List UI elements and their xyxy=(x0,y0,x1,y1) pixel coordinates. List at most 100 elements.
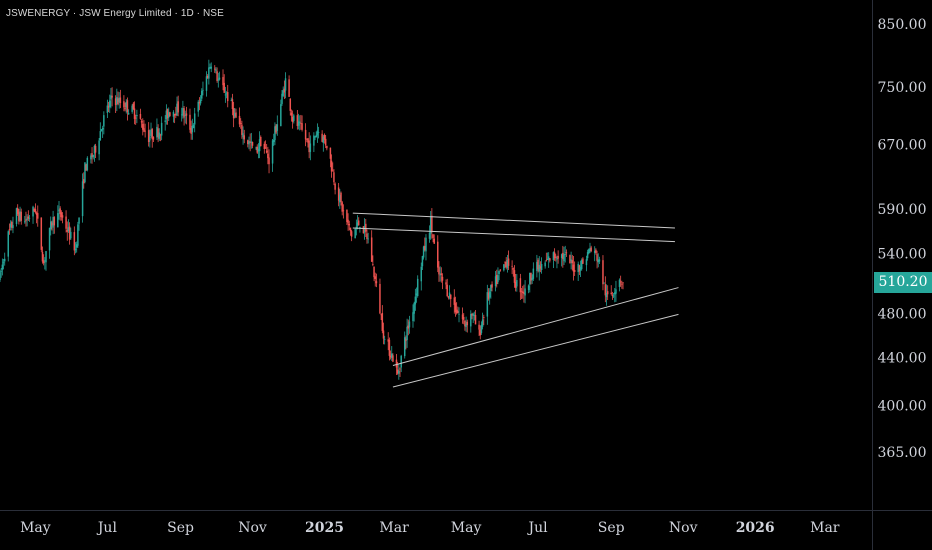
candle-down xyxy=(247,140,249,145)
candle-down xyxy=(491,284,493,288)
candle-up xyxy=(498,271,500,274)
candle-up xyxy=(127,112,130,115)
candle-up xyxy=(429,216,432,234)
candle-up xyxy=(363,225,366,233)
candle-down xyxy=(562,252,564,260)
candle-up xyxy=(86,157,89,171)
candle-up xyxy=(577,263,579,273)
candle-up xyxy=(560,254,563,259)
candle-down xyxy=(159,134,162,136)
candle-down xyxy=(462,316,465,320)
candle-down xyxy=(61,215,64,218)
candle-down xyxy=(133,108,136,119)
candle-up xyxy=(486,292,489,317)
candle-down xyxy=(464,320,466,327)
candle-up xyxy=(546,258,549,261)
candle-up xyxy=(74,248,77,251)
candle-down xyxy=(471,313,473,316)
candle-up xyxy=(156,126,158,138)
candle-down xyxy=(166,109,169,119)
candle-down xyxy=(348,223,351,226)
candle-down xyxy=(25,219,27,221)
candle-down xyxy=(238,115,241,125)
candle-down xyxy=(573,270,576,272)
candle-up xyxy=(367,238,369,240)
candle-down xyxy=(606,291,609,295)
candle-up xyxy=(118,97,120,103)
candle-up xyxy=(149,137,151,141)
candle-down xyxy=(379,283,381,314)
candle-up xyxy=(28,217,31,219)
candle-up xyxy=(527,285,530,291)
candle-up xyxy=(398,370,400,374)
candle-down xyxy=(73,232,76,251)
candle-down xyxy=(332,170,334,172)
candle-up xyxy=(563,254,565,262)
candle-down xyxy=(440,273,443,275)
candle-up xyxy=(391,353,393,358)
candle-up xyxy=(271,140,274,164)
candle-up xyxy=(26,218,28,221)
candle-up xyxy=(100,129,103,132)
candle-up xyxy=(234,113,236,117)
candle-down xyxy=(590,247,592,252)
x-tick-label: Nov xyxy=(669,520,698,536)
candle-up xyxy=(494,276,497,287)
candle-down xyxy=(189,114,191,130)
candle-down xyxy=(449,294,452,300)
candle-down xyxy=(455,309,458,314)
candle-up xyxy=(110,95,112,100)
candle-up xyxy=(67,227,70,232)
candle-down xyxy=(362,226,365,234)
candle-up xyxy=(150,130,152,136)
candle-down xyxy=(275,125,277,133)
candle-up xyxy=(176,103,178,116)
candle-down xyxy=(143,128,145,132)
candle-down xyxy=(152,136,155,140)
candle-up xyxy=(538,264,540,272)
candle-down xyxy=(466,321,469,326)
candle-up xyxy=(7,231,10,257)
candle-down xyxy=(42,260,45,264)
candle-down xyxy=(395,359,398,368)
candle-down xyxy=(16,207,19,215)
candle-down xyxy=(157,128,159,138)
candle-up xyxy=(536,261,538,272)
candle-down xyxy=(549,258,551,261)
candle-up xyxy=(618,279,621,287)
candle-up xyxy=(552,252,555,260)
candle-up xyxy=(19,211,21,221)
candle-up xyxy=(205,76,208,91)
candle-down xyxy=(139,114,142,119)
candle-down xyxy=(11,221,13,228)
candle-up xyxy=(192,124,195,129)
candle-down xyxy=(94,145,97,153)
candle-up xyxy=(356,222,359,226)
x-tick-label: Sep xyxy=(167,520,194,536)
candle-up xyxy=(586,252,589,259)
candle-down xyxy=(239,123,242,124)
candle-up xyxy=(75,244,78,248)
candle-up xyxy=(258,139,261,152)
candle-down xyxy=(33,208,35,212)
candle-up xyxy=(473,315,476,316)
candle-down xyxy=(334,183,336,190)
candle-down xyxy=(507,258,510,266)
candle-down xyxy=(216,71,218,82)
trendline-4 xyxy=(392,313,679,388)
candle-down xyxy=(91,153,93,157)
candle-up xyxy=(230,100,233,102)
candle-up xyxy=(589,248,591,252)
y-tick-label: 440.00 xyxy=(878,350,927,366)
candle-up xyxy=(90,155,92,160)
candle-up xyxy=(106,105,109,113)
candle-down xyxy=(374,276,376,279)
chart-title: JSWENERGY · JSW Energy Limited · 1D · NS… xyxy=(6,8,224,19)
candle-up xyxy=(547,256,550,260)
candle-down xyxy=(183,108,185,118)
candle-down xyxy=(622,282,624,284)
candle-up xyxy=(420,266,423,282)
candle-up xyxy=(273,139,275,143)
